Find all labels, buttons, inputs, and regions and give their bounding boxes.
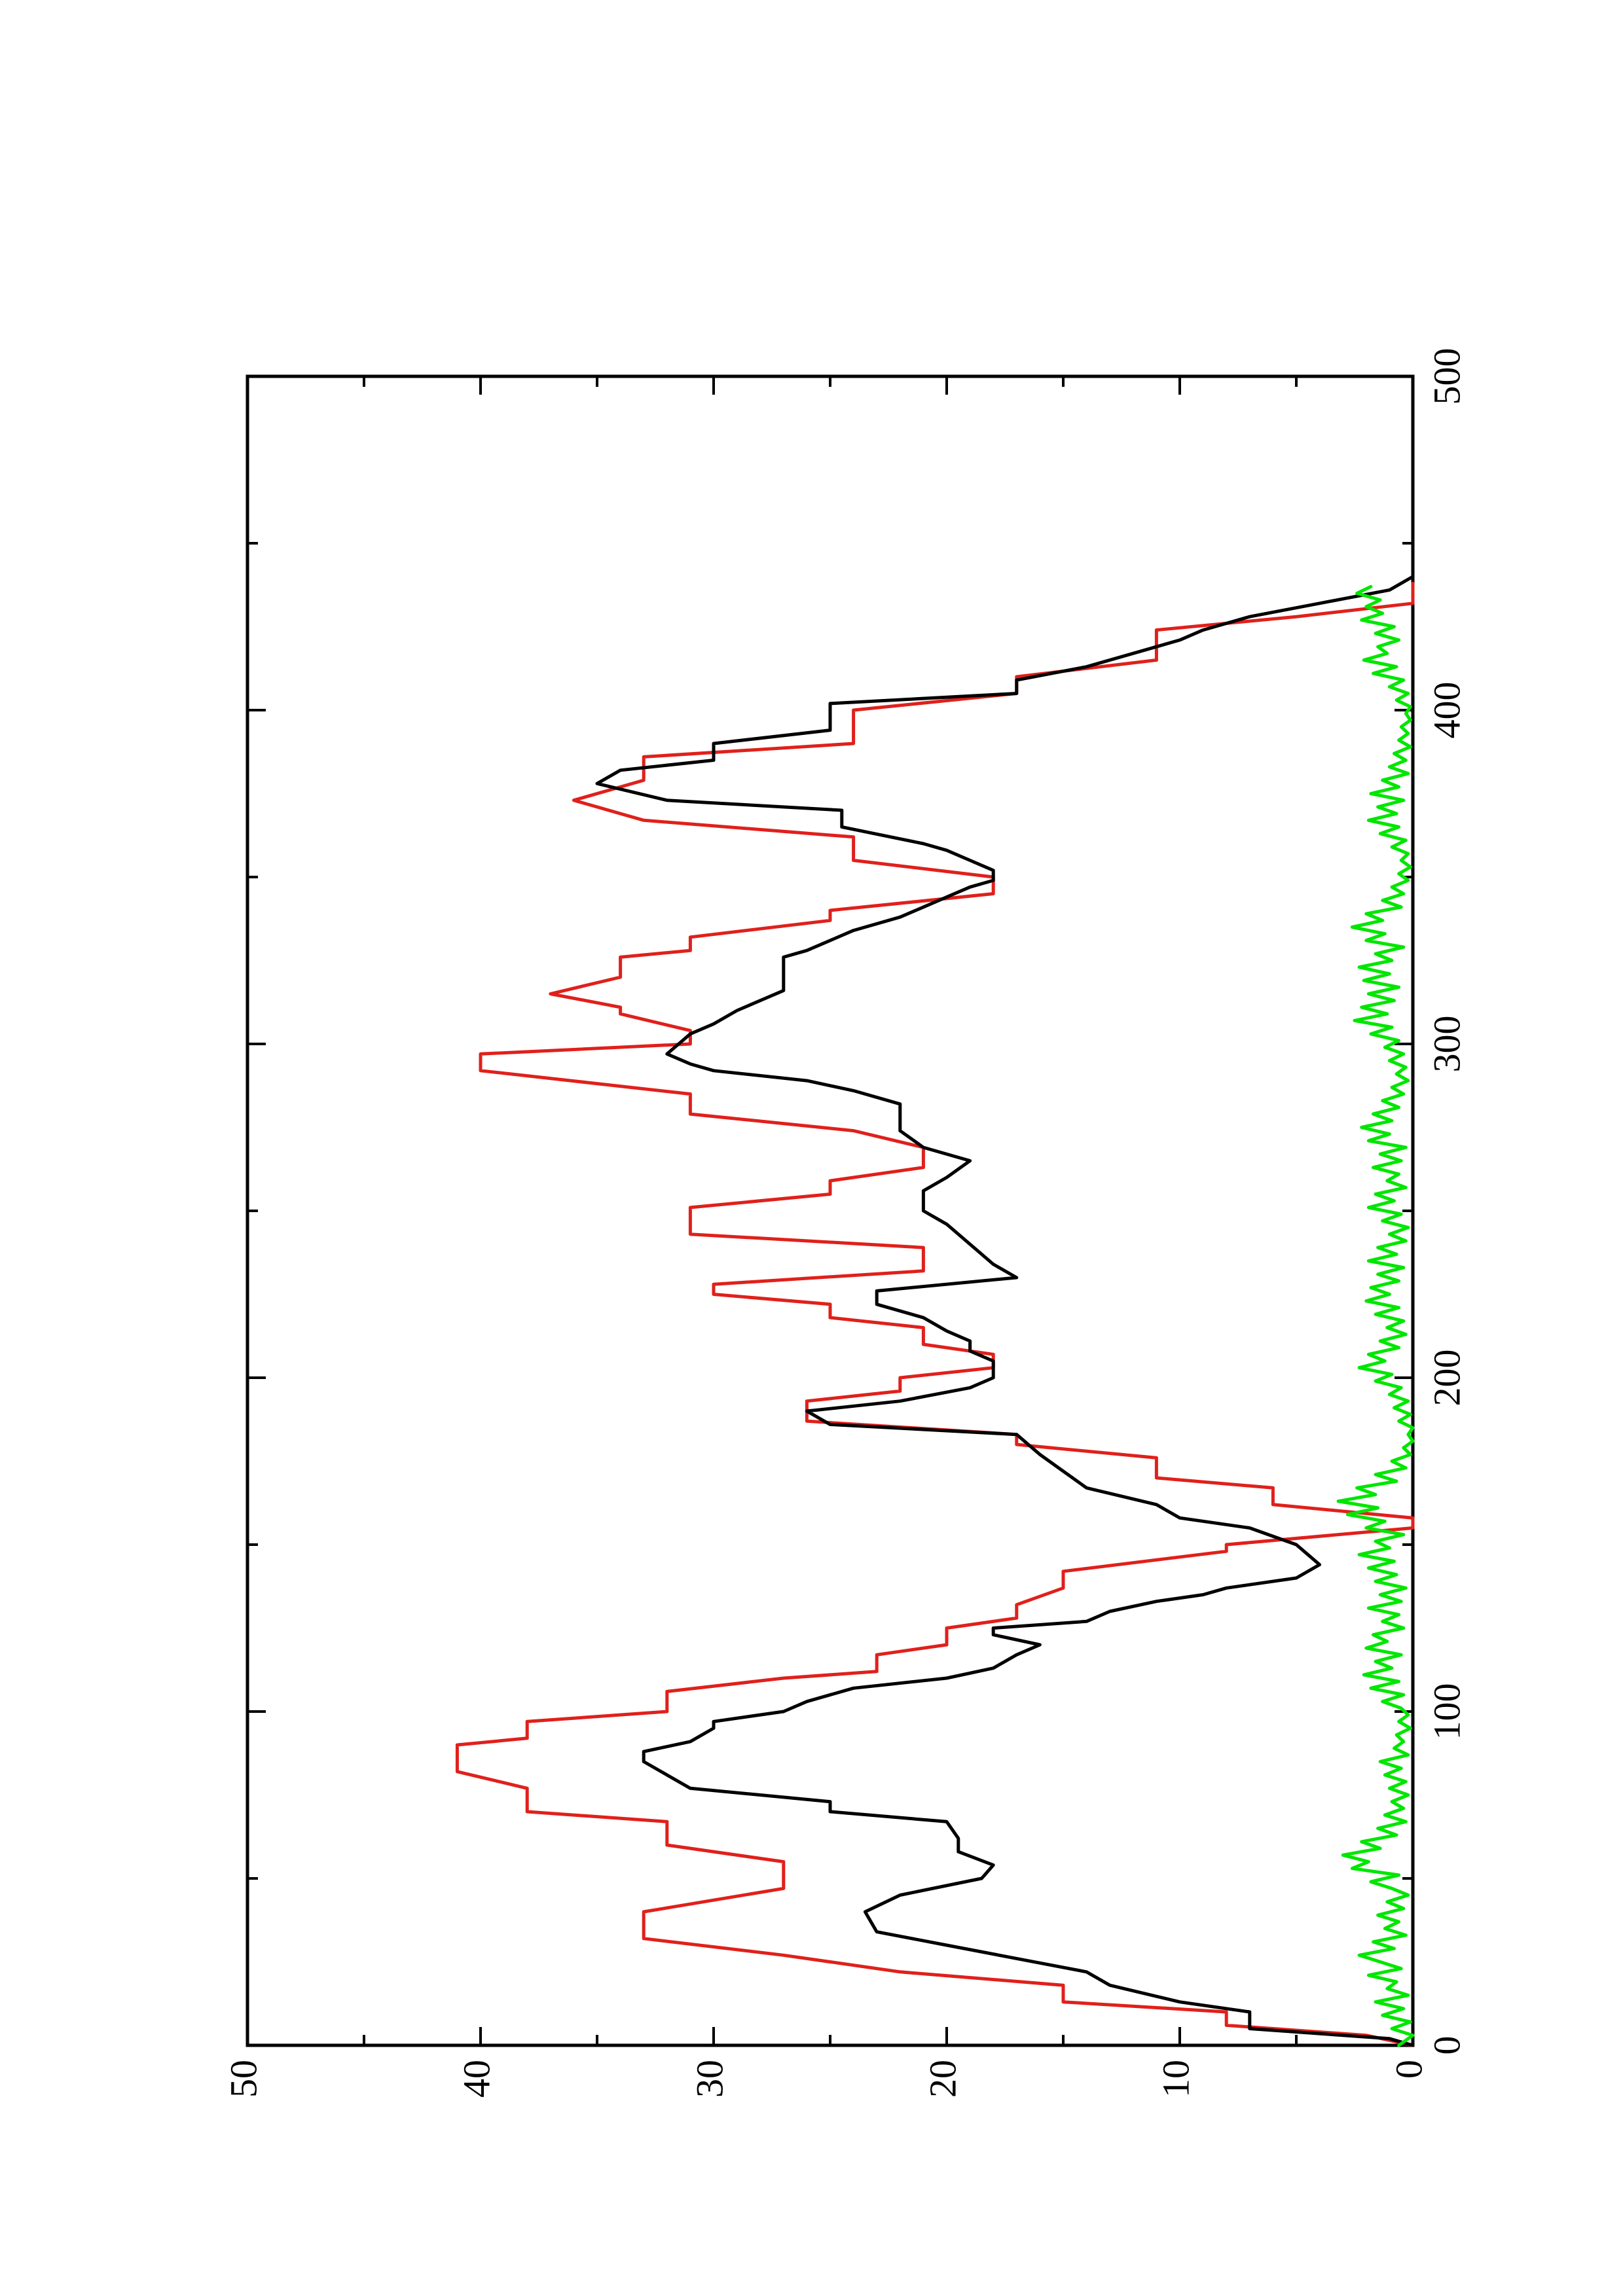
x-tick-label: 200 — [1425, 1350, 1468, 1407]
series-black-line — [595, 575, 1415, 2047]
y-tick-label: 30 — [688, 2060, 731, 2098]
x-tick-label: 0 — [1425, 2036, 1468, 2055]
y-tick-label: 10 — [1154, 2060, 1197, 2098]
x-tick-label: 300 — [1425, 1016, 1468, 1073]
plot-frame — [246, 374, 1415, 2047]
x-tick-label: 500 — [1425, 348, 1468, 405]
x-tick-label: 100 — [1425, 1683, 1468, 1740]
axis-ticks — [246, 375, 1414, 2047]
y-tick-label: 50 — [222, 2060, 264, 2098]
series-red-line — [455, 581, 1415, 2047]
axis-tick-labels: 0 100 200 300 400 500 0 10 20 30 40 50 — [222, 348, 1468, 2098]
series-green-line — [1336, 584, 1415, 2047]
y-tick-label: 20 — [921, 2060, 964, 2098]
series-group — [455, 575, 1415, 2047]
y-tick-label: 0 — [1387, 2060, 1430, 2079]
x-tick-label: 400 — [1425, 682, 1468, 739]
y-tick-label: 40 — [455, 2060, 498, 2098]
